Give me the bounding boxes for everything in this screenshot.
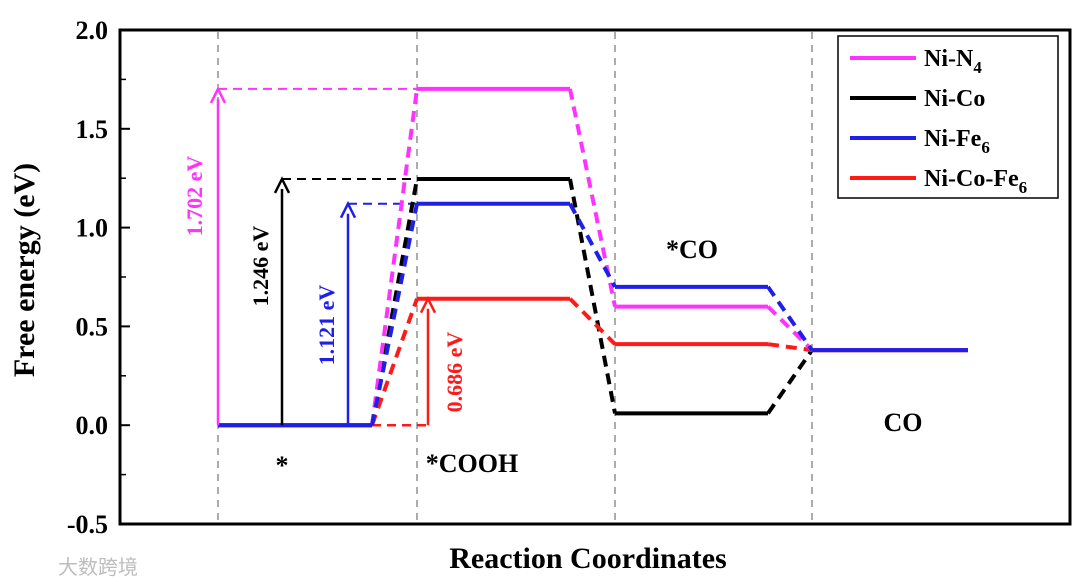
transition-connector [370,203,419,426]
watermark-text: 大数跨境 [58,555,138,579]
transition-connector [568,297,617,346]
transition-connector [568,178,617,414]
barrier-label: 0.686 eV [442,332,467,413]
transition-connector [370,88,419,426]
state-label-co-gas: CO [884,408,923,437]
state-label-cooh: *COOH [426,449,518,478]
transition-connector [767,342,813,353]
series-layer [218,86,968,428]
legend-label: Ni-Co-Fe6 [924,166,1027,197]
transition-connector [568,202,617,288]
y-tick-label: 1.0 [76,214,109,243]
series-ni-fe6 [218,201,968,428]
barrier-arrows: 1.702 eV 1.246 eV 1.121 eV 0.686 eV [182,86,467,426]
barrier-label: 1.121 eV [314,285,339,366]
barrier-guides [218,87,428,427]
barrier-arrow-head [273,176,291,194]
legend: Ni-N4 Ni-Co Ni-Fe6 Ni-Co-Fe6 [837,35,1059,199]
y-tick-label: 0.0 [76,411,109,440]
transition-connector [370,298,419,426]
state-label-co-adsorbed: *CO [666,235,718,264]
y-tick-label: -0.5 [67,510,108,539]
legend-label: Ni-N4 [924,46,982,77]
y-tick-label: 1.5 [76,115,109,144]
state-label-empty: * [276,451,289,480]
barrier-arrow-head [419,295,437,314]
transition-connector [766,305,814,352]
barrier-arrow-head [209,86,227,104]
transition-connector [766,348,814,415]
y-axis-ticks: 2.0 1.5 1.0 0.5 0.0 -0.5 [67,16,130,539]
transition-connector [766,285,814,352]
barrier-label: 1.246 eV [248,226,273,307]
y-axis-title: Free energy (eV) [8,163,41,377]
y-tick-label: 2.0 [76,16,109,45]
legend-label: Ni-Fe6 [924,126,990,157]
barrier-label: 1.702 eV [182,156,207,237]
legend-label: Ni-Co [924,86,985,112]
barrier-arrow-head [339,200,357,219]
x-axis-title: Reaction Coordinates [449,542,726,575]
legend-box [837,35,1059,199]
y-tick-label: 0.5 [76,312,109,341]
